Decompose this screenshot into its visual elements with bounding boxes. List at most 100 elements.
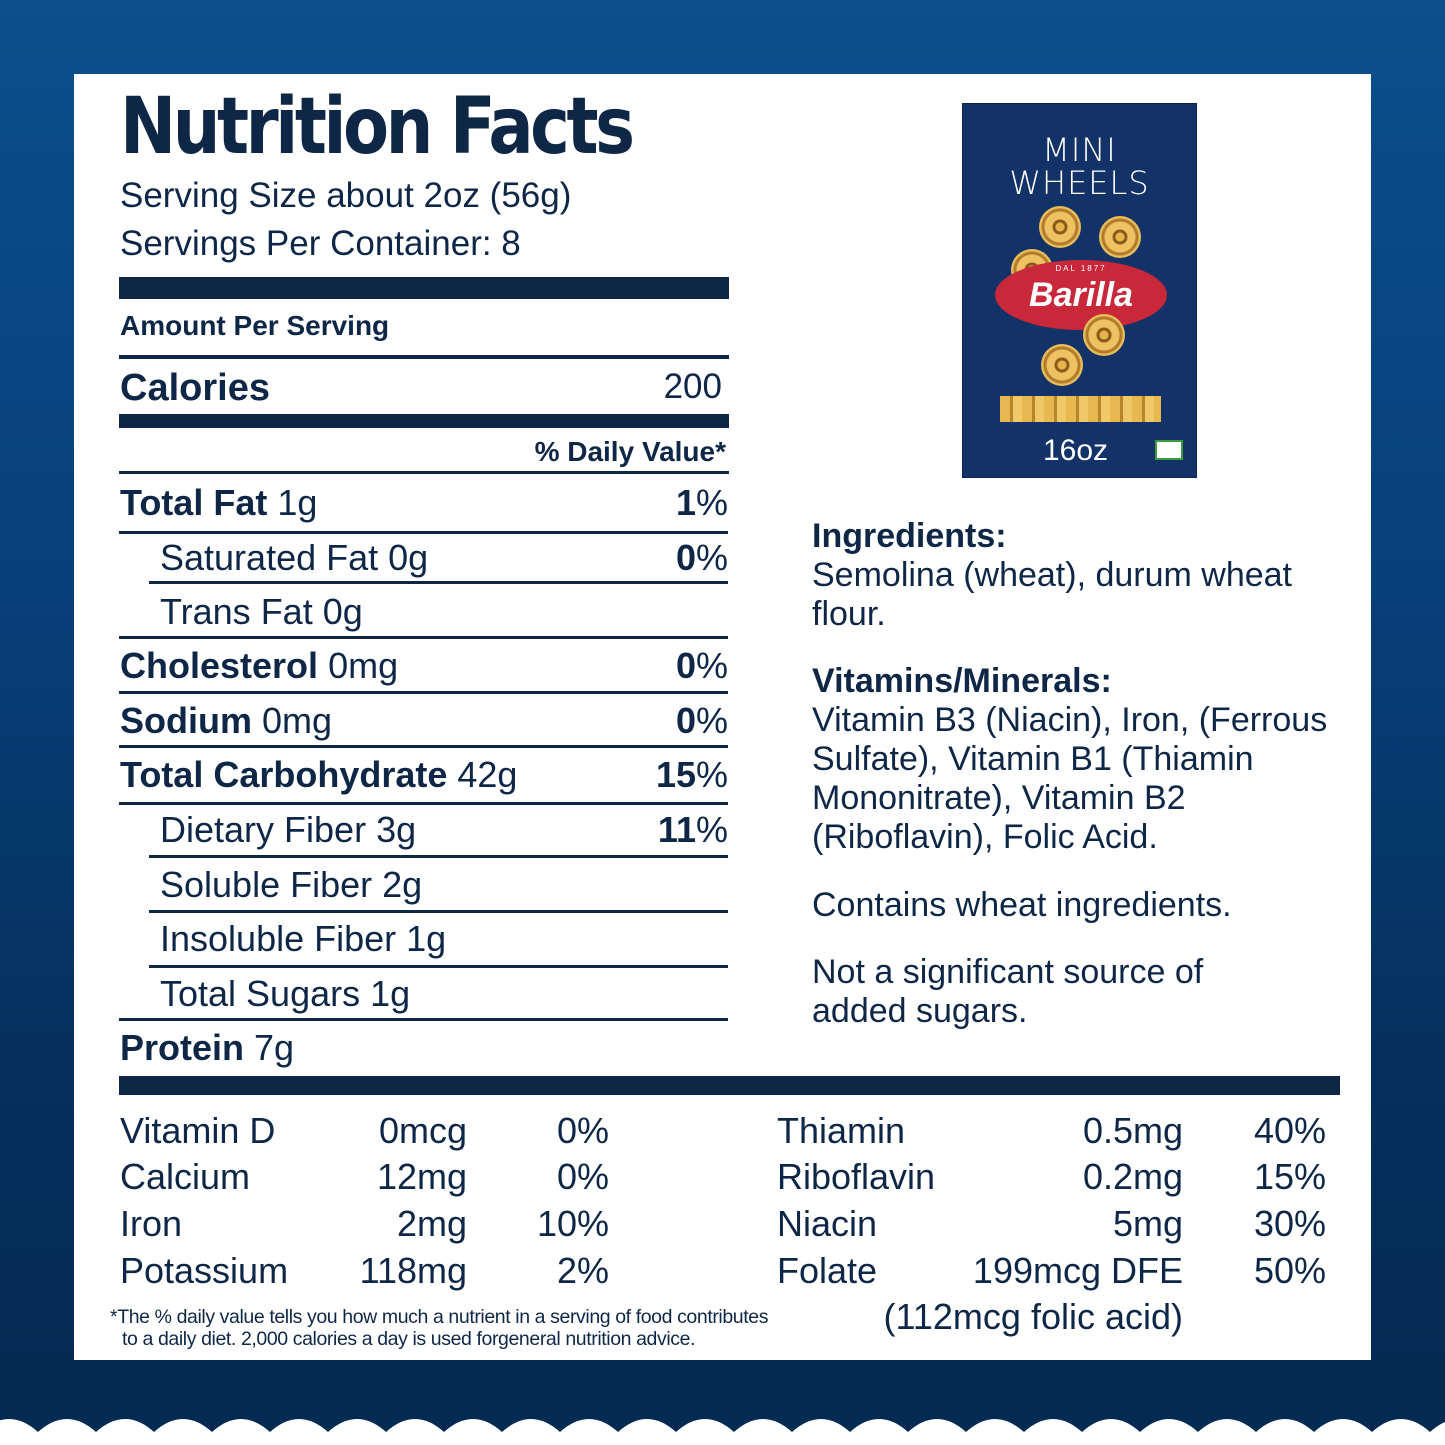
pasta-wheel-icon — [1099, 216, 1141, 258]
nutrient-amount: 0mg — [328, 645, 399, 686]
vitamin-name: Potassium — [120, 1250, 289, 1291]
product-name: MINI WHEELS — [1009, 131, 1150, 202]
nutrient-name: Cholesterol — [120, 645, 319, 686]
footnote: *The % daily value tells you how much a … — [110, 1306, 768, 1350]
divider — [119, 691, 728, 694]
nutrient-name: Trans Fat — [160, 591, 313, 632]
vitamin-amount: 2mg — [396, 1203, 467, 1244]
pasta-wheel-icon — [1083, 314, 1125, 356]
vitamin-amount: 0.2mg — [1082, 1156, 1183, 1197]
nutrient-name: Sodium — [120, 700, 252, 741]
nutrient-name: Saturated Fat — [160, 537, 379, 578]
non-gmo-badge-icon — [1155, 440, 1183, 460]
nutrient-dv: 15% — [655, 754, 728, 795]
nutrient-row: Insoluble Fiber 1g — [160, 918, 728, 960]
vitamin-name: Thiamin — [777, 1110, 906, 1151]
nutrient-amount: 2g — [382, 864, 423, 905]
footnote-line: *The % daily value tells you how much a … — [110, 1306, 769, 1328]
vitamins-minerals: Vitamins/Minerals: Vitamin B3 (Niacin), I… — [812, 662, 1342, 857]
product-weight: 16oz — [1043, 434, 1109, 467]
divider — [119, 1076, 1340, 1095]
vitamin-name: Niacin — [777, 1203, 878, 1244]
allergen-statement: Contains wheat ingredients. — [812, 886, 1232, 924]
nutrient-dv: 0% — [675, 700, 728, 741]
pasta-wheel-icon — [1041, 344, 1083, 386]
vitamins-heading: Vitamins/Minerals: — [812, 662, 1112, 700]
vitamin-name: Riboflavin — [777, 1156, 936, 1197]
vitamin-name: Calcium — [120, 1156, 251, 1197]
divider — [119, 277, 729, 299]
divider — [149, 855, 728, 858]
vitamin-dv: 50% — [1253, 1250, 1326, 1291]
nutrient-dv: 1% — [675, 482, 728, 523]
nutrient-name-amount: Total Sugars 1g — [160, 973, 410, 1015]
vitamin-amount: 0.5mg — [1082, 1110, 1183, 1151]
nutrient-name-amount: Sodium 0mg — [120, 700, 332, 742]
sugar-note: Not a significant source of added sugars… — [812, 953, 1204, 1030]
nutrient-amount: 0g — [322, 591, 363, 632]
scalloped-edge — [0, 1419, 1445, 1445]
nutrient-row: Cholesterol 0mg 0% — [120, 645, 728, 687]
serving-size: Serving Size about 2oz (56g) — [120, 176, 572, 215]
ingredients-heading: Ingredients: — [812, 517, 1007, 555]
vitamin-dv: 40% — [1253, 1110, 1326, 1151]
calories-row: Calories 200 — [120, 367, 728, 410]
ingredients: Ingredients: Semolina (wheat), durum whea… — [812, 517, 1342, 634]
product-box-image: MINI WHEELS DAL 1877 Barilla 16oz — [962, 103, 1197, 478]
vitamin-name: Iron — [120, 1203, 183, 1244]
nutrient-name-amount: Total Fat 1g — [120, 482, 317, 524]
nutrient-name: Total Fat — [120, 482, 268, 523]
vitamins-text: Vitamin B3 (Niacin), Iron, (Ferrous Sulf… — [812, 701, 1328, 856]
vitamin-amount: 0mcg — [378, 1110, 467, 1151]
nutrient-row: Sodium 0mg 0% — [120, 700, 728, 742]
vitamin-dv: 0% — [556, 1156, 609, 1197]
nutrient-dv: 11% — [657, 809, 728, 850]
vitamin-dv: 2% — [556, 1250, 609, 1291]
calories-label: Calories — [120, 367, 270, 409]
nutrient-amount: 42g — [457, 754, 518, 795]
nutrient-name-amount: Cholesterol 0mg — [120, 645, 398, 687]
nutrient-name: Total Sugars — [160, 973, 361, 1014]
vitamin-amount: 12mg — [376, 1156, 467, 1197]
nutrient-dv: 0% — [675, 537, 728, 578]
nutrient-amount: 0g — [388, 537, 429, 578]
divider — [119, 471, 729, 474]
daily-value-header: % Daily Value* — [534, 436, 726, 467]
nutrient-name: Insoluble Fiber — [160, 918, 397, 959]
nutrient-amount: 1g — [277, 482, 318, 523]
nutrient-name-amount: Soluble Fiber 2g — [160, 864, 422, 906]
divider — [119, 355, 729, 359]
nutrient-row: Dietary Fiber 3g 11% — [160, 809, 728, 851]
divider — [149, 965, 728, 968]
vitamin-dv: 15% — [1253, 1156, 1326, 1197]
nutrient-name-amount: Dietary Fiber 3g — [160, 809, 416, 851]
divider — [119, 636, 728, 639]
nutrient-name: Protein — [120, 1027, 245, 1068]
nutrient-row: Protein 7g — [120, 1027, 728, 1069]
calories-value: 200 — [663, 367, 722, 406]
footnote-line: to a daily diet. 2,000 calories a day is… — [122, 1328, 696, 1350]
nutrient-row: Total Carbohydrate 42g 15% — [120, 754, 728, 796]
nutrient-name-amount: Saturated Fat 0g — [160, 537, 428, 579]
nutrient-amount: 1g — [406, 918, 447, 959]
nutrient-amount: 1g — [370, 973, 411, 1014]
nutrient-name-amount: Insoluble Fiber 1g — [160, 918, 446, 960]
vitamin-amount: 5mg — [1112, 1203, 1183, 1244]
servings-per-container: Servings Per Container: 8 — [120, 224, 521, 263]
nutrient-row: Soluble Fiber 2g — [160, 864, 728, 906]
amount-per-serving: Amount Per Serving — [120, 310, 390, 341]
nutrient-amount: 7g — [254, 1027, 295, 1068]
divider — [149, 581, 728, 584]
nutrient-amount: 3g — [376, 809, 417, 850]
vitamin-dv: 30% — [1253, 1203, 1326, 1244]
divider — [119, 531, 728, 534]
vitamin-amount: 199mcg DFE — [972, 1250, 1183, 1291]
vitamin-dv: 0% — [556, 1110, 609, 1151]
nutrient-row: Total Sugars 1g — [160, 973, 728, 1015]
nutrient-amount: 0mg — [262, 700, 333, 741]
nutrient-name: Soluble Fiber — [160, 864, 373, 905]
brand-logo: DAL 1877 Barilla — [995, 260, 1167, 330]
pasta-wheel-icon — [1039, 206, 1081, 248]
page-title: Nutrition Facts — [120, 82, 635, 172]
nutrient-name-amount: Protein 7g — [120, 1027, 294, 1069]
